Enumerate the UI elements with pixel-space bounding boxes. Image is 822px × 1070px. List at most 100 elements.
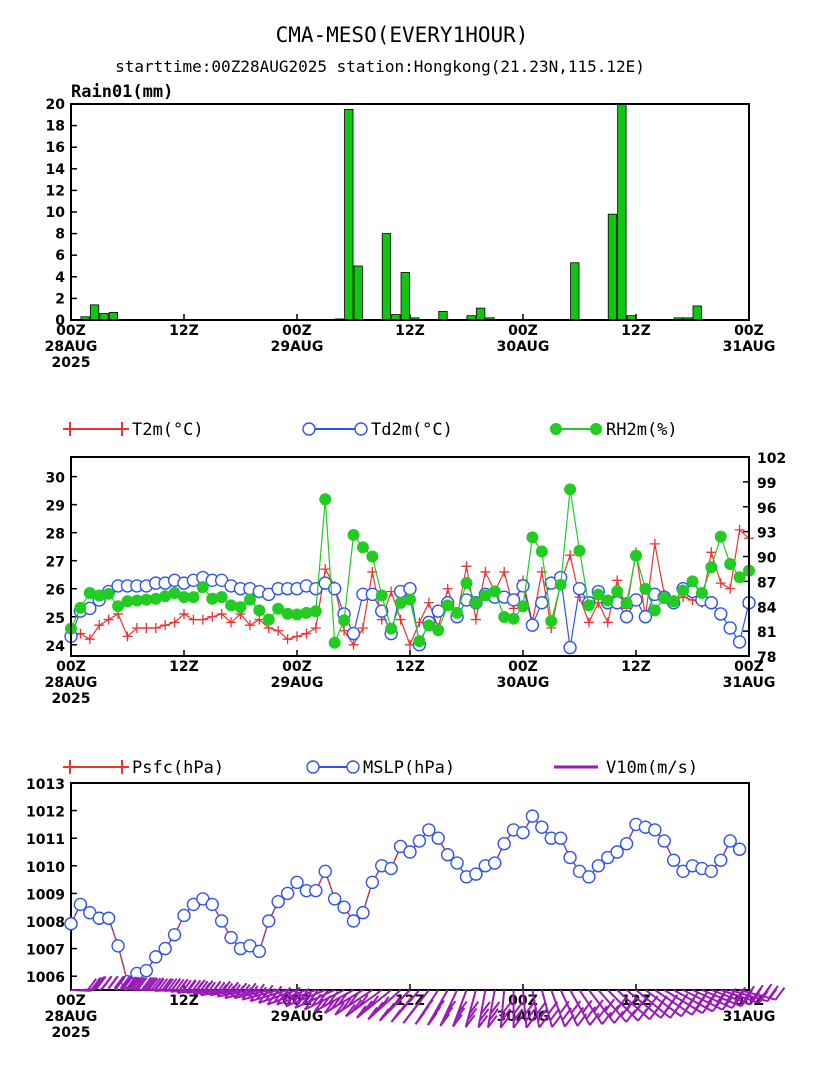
wind-barb-feather bbox=[380, 1009, 389, 1021]
data-point-2 bbox=[235, 602, 246, 613]
x-tick-date: 31AUG bbox=[723, 675, 776, 691]
y-left-tick-label: 24 bbox=[46, 639, 66, 655]
data-point-2 bbox=[254, 605, 265, 616]
data-point-0 bbox=[480, 567, 490, 577]
y-tick-label: 1006 bbox=[26, 970, 65, 986]
data-point-2 bbox=[244, 594, 255, 605]
data-point-2 bbox=[216, 592, 227, 603]
data-point-1 bbox=[705, 597, 717, 609]
x-tick-year: 2025 bbox=[52, 1025, 91, 1041]
data-point-1 bbox=[734, 843, 746, 855]
data-point-1 bbox=[169, 929, 181, 941]
data-point-2 bbox=[687, 576, 698, 587]
data-point-2 bbox=[367, 551, 378, 562]
y-tick-label: 8 bbox=[55, 227, 65, 243]
y-left-tick-label: 30 bbox=[46, 471, 66, 487]
y-tick-label: 12 bbox=[46, 183, 65, 199]
data-point-2 bbox=[536, 546, 547, 557]
x-tick-label: 12Z bbox=[395, 659, 425, 675]
rain-bar bbox=[382, 234, 390, 320]
data-point-2 bbox=[518, 601, 529, 612]
temp-plot-frame bbox=[71, 457, 749, 656]
wind-barb-feather bbox=[769, 986, 778, 998]
pressure-plot-frame bbox=[71, 783, 749, 990]
data-point-0 bbox=[603, 617, 613, 627]
data-point-1 bbox=[282, 887, 294, 899]
data-point-1 bbox=[404, 583, 416, 595]
data-point-0 bbox=[612, 575, 622, 585]
data-point-2 bbox=[583, 600, 594, 611]
data-point-2 bbox=[696, 587, 707, 598]
data-point-2 bbox=[442, 600, 453, 611]
x-tick-date: 30AUG bbox=[497, 675, 550, 691]
y-tick-label: 20 bbox=[46, 97, 66, 113]
y-tick-label: 16 bbox=[46, 140, 65, 156]
y-right-tick-label: 90 bbox=[757, 551, 777, 567]
data-point-1 bbox=[112, 940, 124, 952]
legend-marker bbox=[303, 423, 315, 435]
data-point-1 bbox=[404, 846, 416, 858]
x-tick-label: 00Z bbox=[56, 659, 86, 675]
data-point-1 bbox=[489, 857, 501, 869]
data-point-0 bbox=[320, 564, 330, 574]
x-tick-date: 29AUG bbox=[271, 339, 324, 355]
y-tick-label: 14 bbox=[46, 162, 66, 178]
data-point-2 bbox=[649, 605, 660, 616]
data-point-2 bbox=[612, 586, 623, 597]
x-tick-date: 28AUG bbox=[45, 1009, 98, 1025]
data-point-1 bbox=[216, 915, 228, 927]
data-point-1 bbox=[348, 628, 360, 640]
legend-marker bbox=[307, 761, 319, 773]
data-point-0 bbox=[725, 584, 735, 594]
wind-barb-feather bbox=[763, 984, 772, 996]
data-point-2 bbox=[461, 578, 472, 589]
data-point-0 bbox=[311, 623, 321, 633]
y-tick-label: 4 bbox=[55, 270, 65, 286]
rain-bar bbox=[571, 263, 579, 320]
data-point-1 bbox=[526, 619, 538, 631]
x-tick-label: 12Z bbox=[169, 993, 199, 1009]
data-point-1 bbox=[517, 580, 529, 592]
data-point-0 bbox=[443, 584, 453, 594]
series-line-1 bbox=[71, 816, 740, 982]
data-point-2 bbox=[489, 586, 500, 597]
data-point-2 bbox=[668, 596, 679, 607]
x-tick-label: 00Z bbox=[282, 323, 312, 339]
data-point-1 bbox=[621, 611, 633, 623]
x-tick-year: 2025 bbox=[52, 691, 91, 707]
data-point-1 bbox=[178, 909, 190, 921]
y-left-tick-label: 25 bbox=[46, 611, 65, 627]
data-point-1 bbox=[649, 824, 661, 836]
rain-bar bbox=[608, 214, 616, 320]
data-point-2 bbox=[574, 545, 585, 556]
data-point-1 bbox=[536, 821, 548, 833]
data-point-2 bbox=[640, 583, 651, 594]
data-point-2 bbox=[602, 595, 613, 606]
x-tick-date: 31AUG bbox=[723, 1009, 776, 1025]
x-tick-label: 00Z bbox=[508, 659, 538, 675]
data-point-0 bbox=[94, 620, 104, 630]
rain-plot-frame bbox=[71, 104, 749, 320]
rain-panel-title: Rain01(mm) bbox=[71, 82, 173, 102]
data-point-1 bbox=[103, 912, 115, 924]
data-point-2 bbox=[348, 529, 359, 540]
y-tick-label: 18 bbox=[46, 119, 65, 135]
y-right-tick-label: 102 bbox=[757, 451, 786, 467]
x-tick-label: 12Z bbox=[395, 323, 425, 339]
rain-bar bbox=[90, 305, 98, 320]
data-point-1 bbox=[715, 608, 727, 620]
legend-label: MSLP(hPa) bbox=[363, 758, 455, 778]
x-tick-label: 12Z bbox=[621, 323, 651, 339]
x-tick-date: 29AUG bbox=[271, 675, 324, 691]
data-point-1 bbox=[451, 857, 463, 869]
data-point-1 bbox=[574, 583, 586, 595]
data-point-1 bbox=[140, 965, 152, 977]
data-point-2 bbox=[263, 614, 274, 625]
legend-label: RH2m(%) bbox=[606, 420, 678, 440]
data-point-2 bbox=[527, 532, 538, 543]
rain-bar bbox=[345, 109, 353, 320]
rain-bar bbox=[618, 104, 626, 320]
data-point-1 bbox=[564, 852, 576, 864]
